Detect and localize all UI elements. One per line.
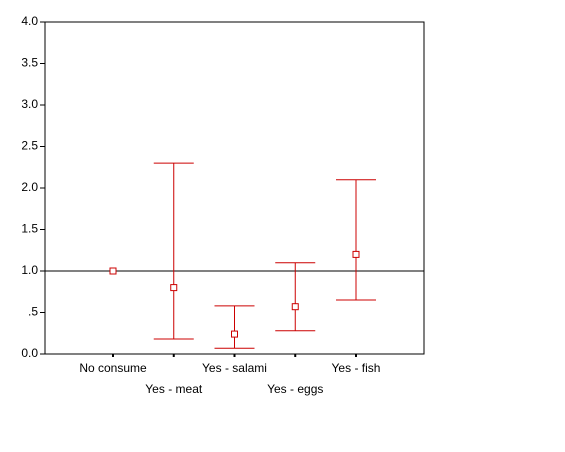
plot-frame [44,21,425,355]
y-tick-label: .5 [28,305,38,319]
point-estimate [231,330,238,338]
y-tick-label: 1.0 [21,263,38,277]
x-tick-label: Yes - meat [145,382,203,396]
x-tick-label: No consume [79,361,147,375]
y-tick-label: 3.0 [21,97,38,111]
y-tick-label: 2.0 [21,180,38,194]
point-estimate [170,284,178,292]
x-tick-label: Yes - salami [202,361,267,375]
y-tick-label: 1.5 [21,222,38,236]
y-tick-label: 4.0 [21,14,38,28]
y-tick-label: 0.0 [21,346,38,360]
point-estimate [352,250,360,258]
y-tick-label: 3.5 [21,56,38,70]
point-estimate [109,267,117,275]
point-estimate [291,303,299,311]
x-tick-label: Yes - eggs [267,382,323,396]
x-tick-label: Yes - fish [332,361,381,375]
y-tick-label: 2.5 [21,139,38,153]
